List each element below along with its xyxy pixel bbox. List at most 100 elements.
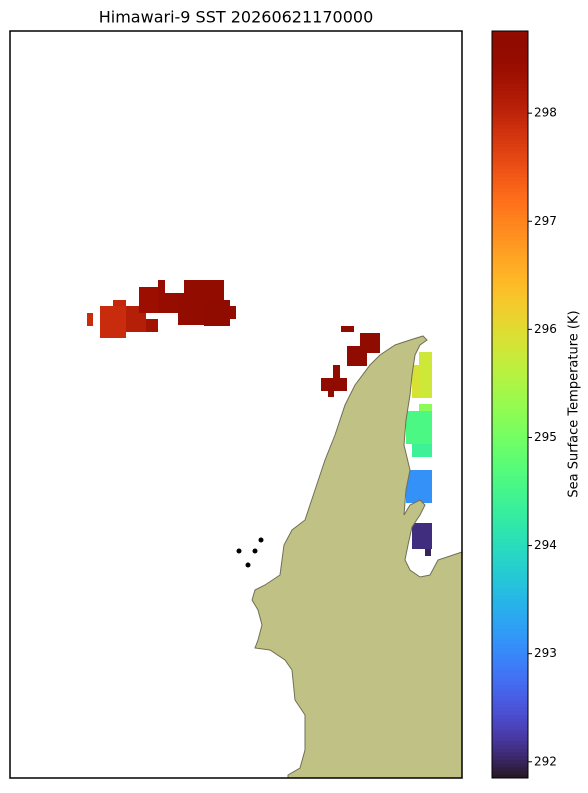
colorbar-step <box>492 725 528 730</box>
colorbar-step <box>492 718 528 723</box>
colorbar-step <box>492 583 528 589</box>
colorbar-step <box>492 501 528 506</box>
colorbar-tick-label: 293 <box>534 646 557 660</box>
colorbar-step <box>492 587 528 592</box>
colorbar-step <box>492 774 528 779</box>
colorbar-step <box>492 673 528 678</box>
colorbar-step <box>492 553 528 559</box>
colorbar-step <box>492 755 528 760</box>
colorbar-step <box>492 770 528 775</box>
colorbar-step <box>492 180 528 185</box>
colorbar-step <box>492 733 528 738</box>
colorbar-step <box>492 98 528 103</box>
colorbar-step <box>492 763 528 768</box>
colorbar-step <box>492 729 528 734</box>
colorbar-step <box>492 90 528 95</box>
colorbar-step <box>492 214 528 219</box>
colorbar-step <box>492 441 528 447</box>
colorbar-tick-label: 296 <box>534 322 557 336</box>
colorbar-step <box>492 363 528 368</box>
sst-cell <box>87 313 93 326</box>
colorbar-step <box>492 565 528 570</box>
colorbar-step <box>492 662 528 667</box>
colorbar-step <box>492 598 528 603</box>
colorbar-step <box>492 42 528 47</box>
station-dots <box>236 537 264 568</box>
colorbar-step <box>492 120 528 125</box>
colorbar-step <box>492 561 528 566</box>
colorbar-step <box>492 135 528 140</box>
colorbar-step <box>492 520 528 525</box>
sst-cell <box>425 549 431 556</box>
colorbar-step <box>492 665 528 671</box>
colorbar-step <box>492 385 528 391</box>
colorbar-step <box>492 568 528 574</box>
colorbar-step <box>492 281 528 286</box>
colorbar-step <box>492 255 528 260</box>
colorbar-step <box>492 557 528 562</box>
colorbar-step <box>492 677 528 682</box>
colorbar-step <box>492 113 528 118</box>
colorbar-step <box>492 75 528 81</box>
colorbar-step <box>492 251 528 256</box>
colorbar-step <box>492 202 528 208</box>
colorbar-step <box>492 438 528 443</box>
colorbar-step <box>492 744 528 749</box>
colorbar-step <box>492 288 528 293</box>
colorbar-step <box>492 591 528 596</box>
colorbar-step <box>492 467 528 473</box>
colorbar-step <box>492 453 528 458</box>
colorbar-step <box>492 359 528 364</box>
colorbar-step <box>492 580 528 585</box>
colorbar-step <box>492 60 528 66</box>
colorbar <box>492 31 528 779</box>
colorbar-step <box>492 419 528 424</box>
colorbar-step <box>492 53 528 58</box>
colorbar-step <box>492 374 528 379</box>
colorbar-step <box>492 378 528 383</box>
colorbar-step <box>492 311 528 316</box>
land <box>251 335 463 779</box>
colorbar-step <box>492 370 528 376</box>
colorbar-step <box>492 105 528 110</box>
colorbar-label: Sea Surface Temperature (K) <box>567 310 582 497</box>
colorbar-step <box>492 221 528 226</box>
sst-cell <box>100 306 126 338</box>
colorbar-step <box>492 759 528 764</box>
colorbar-step <box>492 535 528 540</box>
colorbar-step <box>492 31 528 36</box>
colorbar-step <box>492 146 528 152</box>
colorbar-step <box>492 766 528 772</box>
colorbar-step <box>492 572 528 577</box>
colorbar-step <box>492 714 528 719</box>
colorbar-step <box>492 621 528 626</box>
colorbar-step <box>492 400 528 405</box>
colorbar-step <box>492 94 528 99</box>
colorbar-step <box>492 337 528 342</box>
colorbar-step <box>492 471 528 476</box>
sst-cell <box>158 280 165 300</box>
sst-cell <box>419 404 432 411</box>
sst-cell <box>333 365 340 378</box>
colorbar-step <box>492 482 528 488</box>
colorbar-step <box>492 393 528 398</box>
colorbar-step <box>492 423 528 428</box>
colorbar-step <box>492 34 528 39</box>
colorbar-step <box>492 382 528 387</box>
sst-cell <box>184 280 224 300</box>
colorbar-step <box>492 270 528 275</box>
colorbar-step <box>492 292 528 297</box>
colorbar-step <box>492 236 528 241</box>
colorbar-step <box>492 602 528 607</box>
colorbar-step <box>492 389 528 394</box>
colorbar-step <box>492 688 528 693</box>
colorbar-step <box>492 411 528 417</box>
colorbar-step <box>492 154 528 159</box>
colorbar-step <box>492 262 528 267</box>
colorbar-step <box>492 748 528 753</box>
colorbar-step <box>492 49 528 54</box>
sst-cell <box>412 444 432 457</box>
colorbar-step <box>492 736 528 742</box>
colorbar-step <box>492 617 528 622</box>
colorbar-step <box>492 217 528 222</box>
